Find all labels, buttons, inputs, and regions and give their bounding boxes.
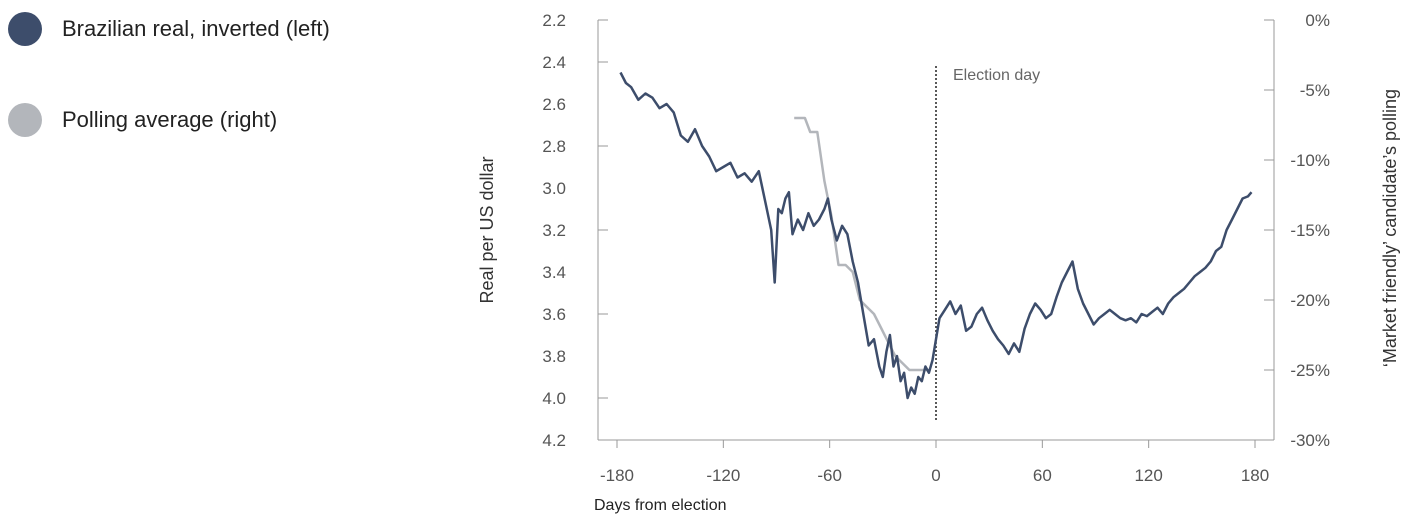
left-tick-label: 4.0 <box>542 389 566 408</box>
series-layer <box>619 71 1253 400</box>
x-tick-label: 180 <box>1241 466 1269 485</box>
left-y-axis: 2.2 2.4 2.6 2.8 3.0 3.2 3.4 3.6 3.8 4.0 4.2 <box>542 11 608 450</box>
legend-item-polling: Polling average (right) <box>8 102 277 138</box>
right-tick-label: 0% <box>1305 11 1330 30</box>
right-tick-label: -30% <box>1290 431 1330 450</box>
x-tick-label: -120 <box>706 466 740 485</box>
legend-item-real: Brazilian real, inverted (left) <box>8 11 330 47</box>
right-tick-label: -25% <box>1290 361 1330 380</box>
left-tick-label: 2.2 <box>542 11 566 30</box>
x-tick-label: 0 <box>931 466 940 485</box>
right-tick-label: -20% <box>1290 291 1330 310</box>
series-line-polling <box>794 116 931 372</box>
left-tick-label: 2.4 <box>542 53 566 72</box>
x-axis: -180 -120 -60 0 60 120 180 <box>600 440 1269 485</box>
right-tick-label: -5% <box>1300 81 1330 100</box>
series-line-real <box>619 71 1253 400</box>
right-axis-title: ‘Market friendly’ candidate’s polling <box>1380 89 1400 367</box>
legend-label-polling: Polling average (right) <box>62 107 278 132</box>
election-day-annotation: Election day <box>935 66 1040 420</box>
x-axis-title: Days from election <box>594 497 727 514</box>
left-tick-label: 3.2 <box>542 221 566 240</box>
left-tick-label: 4.2 <box>542 431 566 450</box>
left-tick-label: 3.4 <box>542 263 566 282</box>
legend-swatch-real <box>8 12 42 46</box>
legend-swatch-polling <box>8 103 42 137</box>
x-tick-label: 60 <box>1033 466 1052 485</box>
right-tick-label: -10% <box>1290 151 1330 170</box>
left-tick-label: 3.8 <box>542 347 566 366</box>
left-tick-label: 3.6 <box>542 305 566 324</box>
left-tick-label: 2.8 <box>542 137 566 156</box>
left-axis-title: Real per US dollar <box>477 156 497 303</box>
legend-label-real: Brazilian real, inverted (left) <box>62 16 330 41</box>
x-tick-label: -180 <box>600 466 634 485</box>
legend: Brazilian real, inverted (left) Polling … <box>0 0 420 160</box>
x-tick-label: -60 <box>817 466 842 485</box>
x-tick-label: 120 <box>1134 466 1162 485</box>
right-y-axis: 0% -5% -10% -15% -20% -25% -30% <box>1264 11 1330 450</box>
left-tick-label: 3.0 <box>542 179 566 198</box>
right-tick-label: -15% <box>1290 221 1330 240</box>
election-day-label: Election day <box>953 67 1040 84</box>
left-tick-label: 2.6 <box>542 95 566 114</box>
